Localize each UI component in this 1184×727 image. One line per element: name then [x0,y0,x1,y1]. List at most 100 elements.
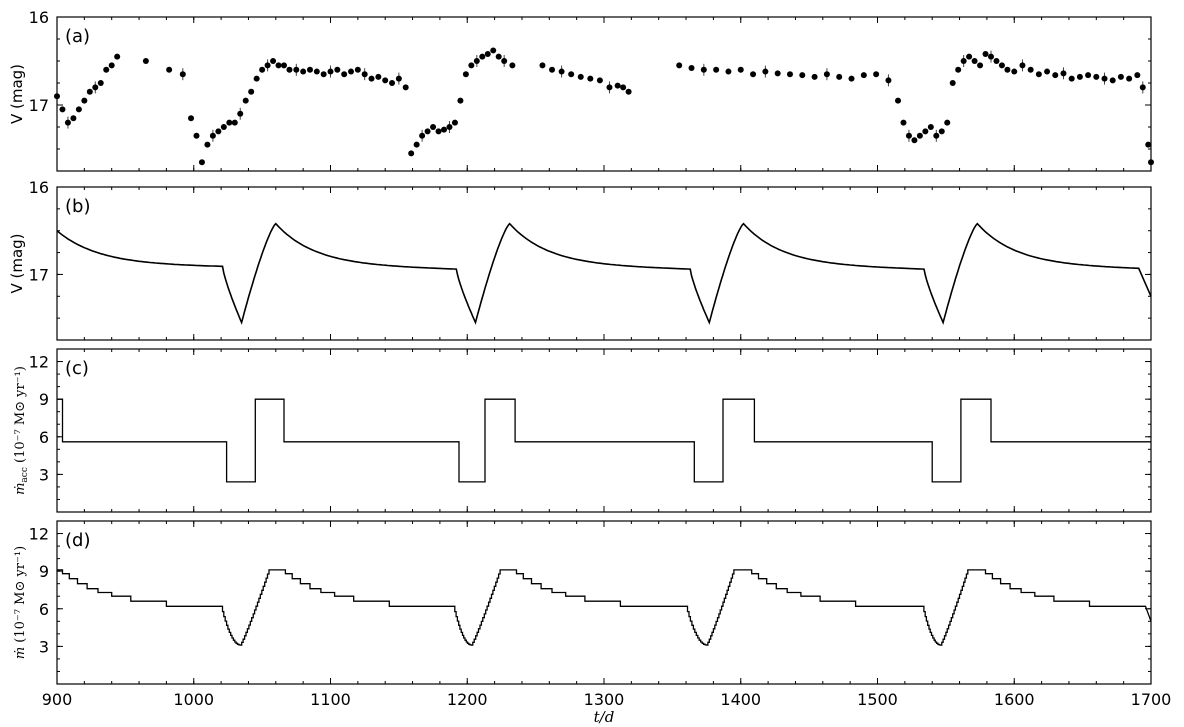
data-point [389,80,396,86]
panel-label: (a) [65,26,90,47]
data-point [786,71,793,78]
data-point [462,71,469,78]
data-point [368,75,375,82]
y-axis-label: V (mag) [8,64,26,124]
data-point [81,97,88,104]
data-point [293,66,300,73]
data-point [933,132,940,139]
data-point [1060,70,1067,77]
data-point [320,71,327,78]
data-point [413,141,420,148]
data-point [558,68,565,75]
model-curve [56,222,1152,325]
data-point [811,73,818,80]
data-point [625,88,632,95]
data-point [209,132,216,139]
data-point [509,62,516,69]
data-point [614,82,621,89]
data-point [179,71,186,78]
data-point [468,62,475,69]
data-point [193,132,200,139]
data-point [1148,159,1154,166]
x-tick-label: 1200 [447,690,488,709]
data-point [473,58,480,64]
data-point [823,71,830,78]
data-point [253,75,260,82]
data-point [620,84,627,91]
data-point [944,119,951,126]
plot-frame [56,348,1152,513]
data-point [75,106,82,113]
data-point [395,75,402,82]
data-point [1109,77,1116,84]
data-point [774,70,781,77]
data-point [242,97,249,104]
x-axis: 900 1000 1100 1200 1300 1400 1500 1600 1700 t/d [42,690,1172,726]
data-point [375,73,382,80]
data-point [237,110,244,117]
x-tick-label: 1700 [1131,690,1172,709]
x-axis-label: t/d [594,708,615,726]
x-tick-label: 900 [42,690,73,709]
data-point [848,75,855,82]
data-point [501,58,508,64]
data-point [1117,73,1124,80]
data-point [215,128,222,135]
data-point [264,62,271,69]
data-point [549,66,556,73]
data-point [539,62,546,69]
data-point [259,66,266,73]
data-point [860,72,867,79]
data-point [1044,68,1051,75]
x-tick-label: 1600 [994,690,1035,709]
data-point [799,72,806,79]
data-point [750,71,757,78]
y-tick-label: 6 [39,600,49,619]
accretion-rate-step [57,398,1151,483]
panel-b: 16 17 (b) V (mag) [8,178,1152,341]
data-point [408,150,415,157]
data-point [313,68,320,75]
data-point [587,75,594,82]
data-point [490,47,497,54]
data-point [1126,75,1133,82]
data-point [114,53,121,60]
data-point [166,66,173,73]
data-point [270,58,277,64]
x-tick-label: 1000 [173,690,214,709]
data-point [108,62,115,69]
data-point [596,77,603,84]
panel-c: 3 6 9 12 (c) ṁacc (10⁻⁷ M⊙ yr⁻¹) [13,348,1152,513]
data-point [713,66,720,73]
data-point [1035,71,1042,78]
data-point [86,88,93,95]
data-point [1134,72,1141,79]
data-point [688,65,695,72]
data-point [64,119,71,126]
data-point [248,88,255,95]
data-point [971,58,978,64]
plot-frame [56,520,1152,685]
data-point [900,119,907,126]
data-point [960,58,967,64]
x-tick-label: 1400 [720,690,761,709]
data-point [334,66,341,73]
data-point [354,66,361,73]
panel-label: (d) [65,530,90,551]
data-point [911,137,918,144]
data-point [142,58,149,64]
data-point [1052,72,1059,79]
data-point [988,53,995,60]
data-point [103,66,110,73]
data-point [306,66,313,73]
y-axis-label: V (mag) [8,233,26,293]
data-point [577,73,584,80]
data-point [231,119,238,126]
data-point [762,68,769,75]
y-tick-label: 17 [29,265,49,284]
data-point [1145,141,1152,148]
data-point [1068,75,1075,82]
y-tick-label: 9 [39,562,49,581]
data-point [606,84,613,91]
y-tick-label: 3 [39,637,49,656]
